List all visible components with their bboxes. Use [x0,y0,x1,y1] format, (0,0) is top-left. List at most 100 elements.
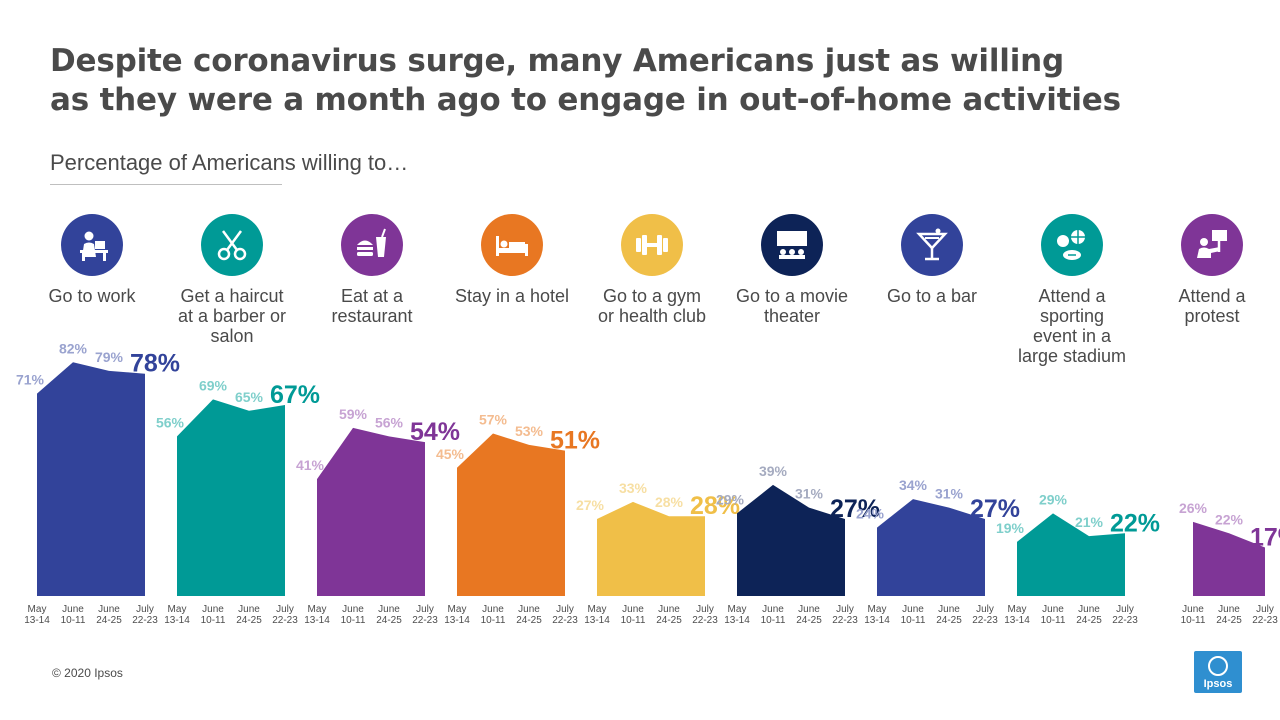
value-label: 33% [619,480,648,496]
subtitle-underline [50,184,282,185]
protest-sign-icon [1181,214,1243,276]
date-tick-label: 22-23 [972,615,998,626]
category-label-line: Get a haircut [180,286,284,306]
value-label: 56% [156,414,185,430]
value-label: 54% [410,418,460,446]
date-tick-label: June [62,604,84,615]
category-label: Eat at a restaurant [297,286,447,326]
value-label: 53% [515,423,544,439]
date-tick-label: 10-11 [621,615,646,626]
date-tick-label: July [276,604,294,615]
area-series-5 [597,501,705,596]
date-tick-label: June [658,604,680,615]
category-label: Go to work [17,286,167,306]
date-tick-label: 22-23 [1252,615,1278,626]
bed-icon [481,214,543,276]
scissors-icon [201,214,263,276]
category-label-line: theater [763,306,821,326]
date-tick-label: May [728,604,747,615]
value-label: 28% [690,492,740,520]
cocktail-glass-icon [901,214,963,276]
date-tick-label: 22-23 [1112,615,1138,626]
value-label: 27% [576,497,605,513]
category-label-line: protest [1184,306,1240,326]
category-5: Go to a gym or health club [577,214,727,326]
date-tick-label: 22-23 [132,615,158,626]
value-label: 28% [655,494,684,510]
category-label-line: Go to work [48,286,136,306]
date-tick-label: 10-11 [1181,615,1206,626]
copyright-footer: © 2020 Ipsos [52,666,123,680]
date-tick-label: 13-14 [24,615,50,626]
date-tick-label: 10-11 [901,615,926,626]
logo-mark-icon [1208,656,1228,676]
category-2: Get a haircut at a barber or salon [157,214,307,346]
date-tick-label: June [98,604,120,615]
date-tick-label: June [762,604,784,615]
value-label: 71% [16,372,45,388]
area-series-2 [177,399,285,596]
date-tick-label: June [622,604,644,615]
category-label: Go to a bar [857,286,1007,306]
logo-text: Ipsos [1203,678,1233,690]
date-tick-label: 24-25 [1076,615,1102,626]
date-tick-label: 22-23 [552,615,578,626]
value-label: 56% [375,414,404,430]
date-tick-label: May [308,604,327,615]
category-label-line: Go to a movie [735,286,849,306]
value-label: 59% [339,406,368,422]
date-tick-label: 10-11 [61,615,86,626]
area-series-1 [37,362,145,596]
date-tick-label: 24-25 [516,615,542,626]
date-tick-label: July [1256,604,1274,615]
value-label: 29% [716,491,745,507]
date-tick-label: 13-14 [864,615,890,626]
date-tick-label: June [938,604,960,615]
date-tick-label: 13-14 [304,615,330,626]
date-tick-label: July [136,604,154,615]
area-series-6 [737,484,845,596]
date-tick-label: 10-11 [1041,615,1066,626]
date-tick-label: 22-23 [692,615,718,626]
burger-drink-icon [341,214,403,276]
value-label: 27% [970,495,1020,523]
category-label-line: large stadium [1017,346,1127,366]
date-tick-label: July [1116,604,1134,615]
date-tick-label: 22-23 [832,615,858,626]
date-tick-label: June [202,604,224,615]
category-label-line: Go to a gym [602,286,702,306]
date-tick-label: June [342,604,364,615]
category-label-line: at a barber or [177,306,287,326]
category-7: Go to a bar [857,214,1007,306]
date-tick-label: 13-14 [164,615,190,626]
date-tick-label: 10-11 [481,615,506,626]
date-tick-label: 24-25 [656,615,682,626]
date-tick-label: May [588,604,607,615]
dumbbell-icon [621,214,683,276]
value-label: 41% [296,457,325,473]
value-label: 22% [1110,509,1160,537]
date-tick-label: 10-11 [201,615,226,626]
category-label-line: Eat at a [340,286,404,306]
category-label-line: salon [210,326,254,346]
area-series-8 [1017,513,1125,596]
date-tick-label: July [836,604,854,615]
category-label-line: Stay in a hotel [454,286,570,306]
value-label: 17% [1250,524,1280,552]
area-series-4 [457,433,565,596]
date-tick-label: 13-14 [584,615,610,626]
value-label: 79% [95,349,124,365]
category-label-line: event in a [1032,326,1112,346]
date-tick-label: 13-14 [1004,615,1030,626]
date-tick-label: June [1182,604,1204,615]
category-label-line: Attend a [1038,286,1106,306]
date-tick-label: July [556,604,574,615]
date-tick-label: 10-11 [761,615,786,626]
date-tick-label: 13-14 [724,615,750,626]
date-tick-label: 13-14 [444,615,470,626]
category-label-line: Go to a bar [886,286,978,306]
date-tick-label: June [902,604,924,615]
value-label: 22% [1215,511,1244,527]
date-tick-label: June [482,604,504,615]
sports-balls-icon [1041,214,1103,276]
